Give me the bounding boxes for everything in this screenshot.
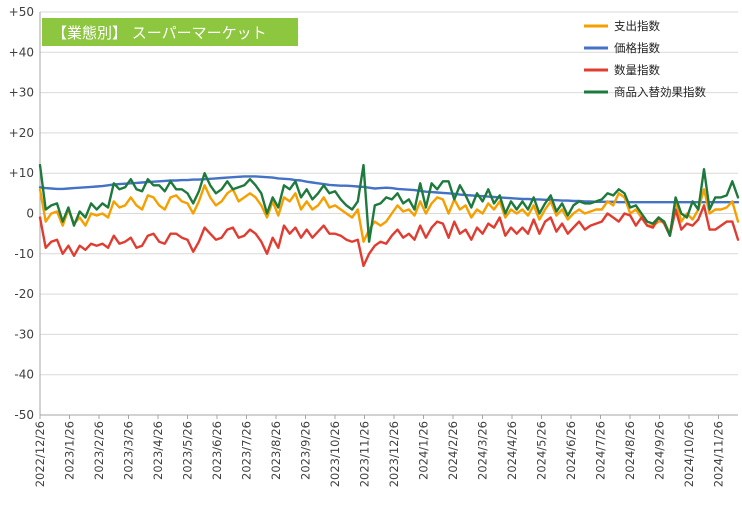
x-tick-label: 2022/12/26 xyxy=(33,421,47,487)
x-tick-label: 2024/2/26 xyxy=(446,421,460,480)
x-tick-label: 2023/3/26 xyxy=(122,421,136,480)
y-axis-ticks: -50 -40 -30 -20 -10 0 +10 +20 +30 +40 +50 xyxy=(9,5,34,422)
y-tick-label: +50 xyxy=(9,5,34,19)
x-tick-label: 2024/8/26 xyxy=(623,421,637,480)
y-tick-label: +40 xyxy=(9,45,34,59)
x-tick-label: 2023/11/26 xyxy=(358,421,372,487)
title-background xyxy=(42,18,298,46)
x-tick-label: 2024/5/26 xyxy=(535,421,549,480)
x-tick-label: 2024/11/26 xyxy=(712,421,726,487)
x-tick-label: 2024/4/26 xyxy=(505,421,519,480)
legend-label: 支出指数 xyxy=(614,19,660,33)
x-tick-label: 2023/12/26 xyxy=(387,421,401,487)
x-tick-label: 2023/8/26 xyxy=(269,421,283,480)
axes xyxy=(39,12,738,416)
chart-title-box: 【業態別】 スーパーマーケット xyxy=(42,18,298,46)
x-tick-label: 2023/5/26 xyxy=(181,421,195,480)
y-tick-label: -10 xyxy=(14,247,34,261)
series-line xyxy=(38,175,740,204)
x-tick-label: 2023/6/26 xyxy=(210,421,224,480)
legend-label: 価格指数 xyxy=(614,41,660,55)
legend-label: 数量指数 xyxy=(614,63,660,77)
x-tick-label: 2024/7/26 xyxy=(594,421,608,480)
series-lines xyxy=(38,163,740,268)
x-tick-label: 2024/9/26 xyxy=(653,421,667,480)
x-tick-label: 2023/1/26 xyxy=(63,421,77,480)
x-axis-ticks: 2022/12/26 2023/1/26 2023/2/26 2023/3/26 202… xyxy=(33,415,726,487)
y-tick-label: +10 xyxy=(9,166,34,180)
y-tick-label: -50 xyxy=(14,408,34,422)
series-line xyxy=(38,163,740,243)
x-tick-label: 2023/9/26 xyxy=(299,421,313,480)
y-tick-label: -30 xyxy=(14,327,34,341)
x-tick-label: 2023/7/26 xyxy=(240,421,254,480)
series-line xyxy=(38,184,740,243)
x-tick-label: 2024/6/26 xyxy=(564,421,578,480)
x-tick-label: 2023/10/26 xyxy=(328,421,342,487)
series-line xyxy=(38,204,740,268)
x-tick-label: 2024/1/26 xyxy=(417,421,431,480)
x-tick-label: 2024/3/26 xyxy=(476,421,490,480)
y-tick-label: 0 xyxy=(26,207,34,221)
y-tick-label: +20 xyxy=(9,126,34,140)
x-tick-label: 2024/10/26 xyxy=(682,421,696,487)
y-tick-label: -20 xyxy=(14,287,34,301)
legend-label: 商品入替効果指数 xyxy=(614,85,706,99)
chart-title: 【業態別】 スーパーマーケット xyxy=(52,24,267,42)
gridlines xyxy=(40,11,738,376)
x-tick-label: 2023/2/26 xyxy=(92,421,106,480)
x-tick-label: 2023/4/26 xyxy=(151,421,165,480)
y-tick-label: +30 xyxy=(9,86,34,100)
y-tick-label: -40 xyxy=(14,368,34,382)
